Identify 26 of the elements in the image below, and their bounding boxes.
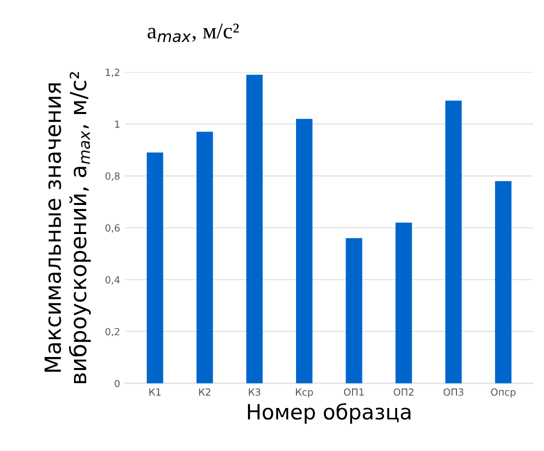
bar bbox=[495, 181, 512, 384]
y-tick-label: 1,2 bbox=[106, 68, 120, 77]
x-tick-label: ОП2 bbox=[394, 388, 414, 396]
x-tick-label: Кср bbox=[296, 388, 313, 398]
y-tick-label: 1 bbox=[115, 120, 120, 128]
y-tick-label: 0,6 bbox=[105, 224, 120, 233]
y-tick-label: 0 bbox=[114, 380, 120, 388]
y-tick-label: 0,2 bbox=[105, 328, 120, 336]
x-tick-label: К1 bbox=[149, 388, 161, 396]
x-tick-label: ОП3 bbox=[443, 388, 464, 396]
x-tick-label: К3 bbox=[248, 388, 260, 396]
bar bbox=[346, 238, 362, 384]
bar bbox=[296, 118, 312, 384]
y-tick-label: 0,4 bbox=[105, 276, 120, 284]
y-axis-title: Максимальные значения виброускорений, a$_{max}$, м/с² bbox=[44, 72, 91, 384]
chart-title: a$_{max}$, м/с² bbox=[148, 24, 239, 42]
x-tick-label: Опср bbox=[491, 388, 516, 398]
bar bbox=[246, 74, 263, 384]
x-tick-label: ОП1 bbox=[344, 388, 364, 396]
y-tick-label: 0,8 bbox=[105, 172, 120, 181]
bar bbox=[396, 222, 412, 384]
x-tick-label: К2 bbox=[199, 388, 210, 396]
bar bbox=[196, 132, 213, 384]
bar bbox=[146, 152, 164, 384]
x-axis-title: Номер образца bbox=[248, 403, 410, 424]
bar bbox=[445, 100, 462, 384]
